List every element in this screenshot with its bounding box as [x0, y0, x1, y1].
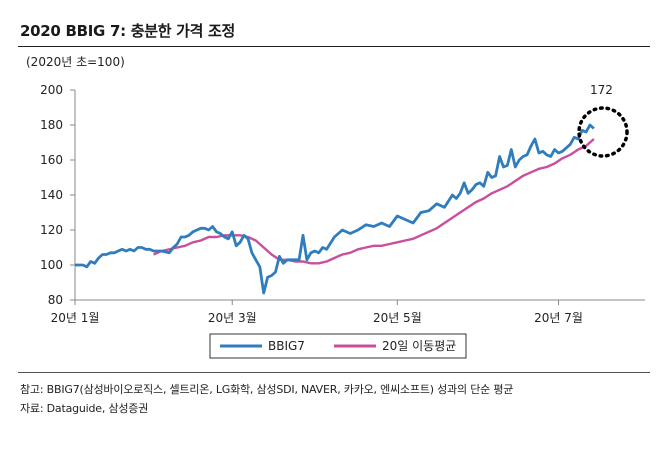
peak-label: 172: [590, 83, 613, 97]
unit-label: (2020년 초=100): [26, 55, 125, 69]
note-reference: 참고: BBIG7(삼성바이오로직스, 셀트리온, LG화학, 삼성SDI, N…: [20, 383, 514, 396]
y-tick-label: 140: [40, 188, 63, 202]
notes-rule: [18, 372, 650, 373]
title-rule: [18, 46, 650, 47]
x-axis: 20년 1월 20년 3월 20년 5월 20년 7월: [51, 299, 645, 325]
note-source: 자료: Dataguide, 삼성증권: [20, 402, 149, 415]
highlight-circle: [577, 106, 629, 158]
series-line-ma20: [153, 138, 595, 265]
chart-title: 2020 BBIG 7: 충분한 가격 조정: [20, 22, 236, 40]
line-chart: (2020년 초=100) 80 100 120 140 160 180 200 20년 1…: [26, 55, 645, 359]
y-axis: 80 100 120 140 160 180 200: [40, 83, 76, 307]
y-tick-label: 120: [40, 223, 63, 237]
legend: BBIG7 20일 이동평균: [209, 333, 467, 359]
series-layer: [75, 123, 595, 295]
y-tick-label: 200: [40, 83, 63, 97]
y-tick-label: 180: [40, 118, 63, 132]
legend-label-bbig7: BBIG7: [268, 339, 305, 353]
series-line-bbig7: [75, 123, 595, 295]
legend-label-ma20: 20일 이동평균: [382, 339, 456, 353]
x-tick-label: 20년 3월: [208, 311, 257, 325]
y-tick-label: 80: [48, 293, 63, 307]
x-tick-label: 20년 5월: [373, 311, 422, 325]
x-tick-label: 20년 1월: [51, 311, 100, 325]
x-tick-label: 20년 7월: [534, 311, 583, 325]
y-tick-label: 100: [40, 258, 63, 272]
y-tick-label: 160: [40, 153, 63, 167]
